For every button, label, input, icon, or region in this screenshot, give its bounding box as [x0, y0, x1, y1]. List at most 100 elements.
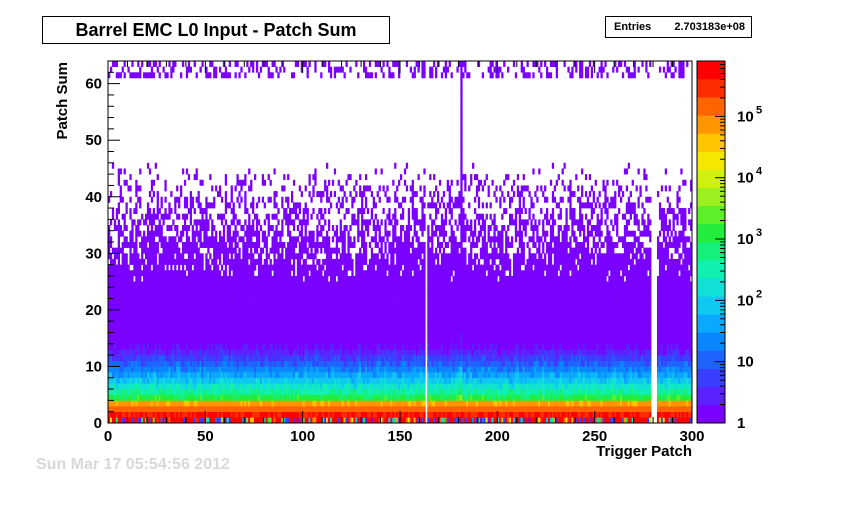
heatmap-cell [189, 400, 193, 407]
heatmap-cell [261, 298, 265, 305]
heatmap-cell [364, 202, 368, 209]
heatmap-cell [281, 264, 284, 271]
heatmap-cell [176, 242, 179, 248]
heatmap-cell [324, 400, 327, 407]
heatmap-cell [290, 366, 294, 373]
heatmap-cell [294, 343, 298, 350]
heatmap-cell [341, 66, 344, 73]
heatmap-cell [199, 394, 202, 401]
heatmap-cell [318, 338, 321, 345]
heatmap-cell [333, 258, 337, 265]
heatmap-cell [363, 304, 366, 311]
heatmap-cell [302, 366, 305, 373]
heatmap-cell [279, 298, 282, 305]
heatmap-cell [353, 406, 356, 412]
heatmap-cell [113, 383, 117, 390]
heatmap-cell [174, 304, 177, 311]
heatmap-cell [353, 400, 356, 407]
heatmap-cell [129, 343, 132, 350]
heatmap-cell [160, 332, 163, 339]
heatmap-cell [327, 287, 331, 294]
heatmap-cell [189, 213, 193, 220]
heatmap-cell [275, 389, 278, 396]
heatmap-cell [115, 309, 119, 316]
heatmap-cell [343, 253, 346, 260]
heatmap-cell [279, 360, 282, 367]
heatmap-cell [261, 304, 265, 311]
heatmap-cell [316, 411, 319, 418]
heatmap-cell [250, 400, 253, 407]
heatmap-cell [326, 185, 329, 192]
heatmap-cell [343, 360, 346, 367]
heatmap-cell [240, 355, 243, 362]
heatmap-cell [250, 338, 253, 345]
heatmap-cell [119, 355, 122, 362]
heatmap-cell [351, 281, 354, 288]
heatmap-cell [304, 219, 307, 226]
heatmap-cell [185, 355, 189, 362]
heatmap-cell [176, 298, 179, 305]
heatmap-cell [298, 349, 302, 356]
heatmap-cell [193, 372, 196, 379]
heatmap-cell [160, 338, 163, 345]
heatmap-cell [306, 411, 309, 418]
heatmap-cell [363, 349, 366, 356]
heatmap-cell [287, 326, 290, 333]
heatmap-cell [131, 72, 134, 79]
heatmap-cell [283, 315, 286, 322]
heatmap-cell [277, 355, 280, 362]
heatmap-cell [121, 66, 124, 73]
heatmap-cell [139, 219, 142, 226]
heatmap-cell [218, 287, 222, 294]
heatmap-cell [312, 383, 315, 390]
heatmap-cell [349, 332, 352, 339]
heatmap-cell [170, 264, 173, 271]
heatmap-cell [144, 298, 148, 305]
heatmap-cell [172, 383, 175, 390]
heatmap-cell [283, 338, 286, 345]
heatmap-cell [203, 400, 206, 407]
heatmap-cell [123, 275, 126, 282]
heatmap-cell [308, 179, 311, 186]
heatmap-cell [361, 298, 364, 305]
heatmap-cell [232, 281, 235, 288]
heatmap-cell [230, 389, 233, 396]
heatmap-cell [267, 366, 270, 373]
heatmap-cell [298, 287, 302, 294]
heatmap-cell [363, 275, 366, 282]
heatmap-cell [222, 400, 226, 407]
heatmap-cell [143, 292, 146, 299]
heatmap-cell [113, 281, 117, 288]
heatmap-cell [320, 281, 323, 288]
heatmap-cell [322, 360, 325, 367]
heatmap-cell [201, 383, 204, 390]
heatmap-cell [351, 406, 354, 412]
heatmap-cell [174, 377, 177, 384]
heatmap-cell [275, 242, 278, 248]
heatmap-cell [287, 292, 290, 299]
heatmap-cell [265, 236, 268, 243]
heatmap-cell [324, 315, 327, 322]
heatmap-cell [296, 264, 300, 271]
heatmap-cell [240, 270, 243, 277]
heatmap-cell [290, 247, 294, 254]
heatmap-cell [273, 264, 276, 271]
heatmap-cell [252, 281, 255, 288]
heatmap-cell [176, 372, 179, 379]
heatmap-cell [347, 208, 350, 215]
heatmap-cell [337, 372, 340, 379]
heatmap-cell [355, 281, 358, 288]
heatmap-cell [156, 389, 159, 396]
heatmap-cell [287, 383, 290, 390]
heatmap-cell [308, 417, 311, 424]
heatmap-cell [285, 326, 288, 333]
heatmap-cell [255, 343, 259, 350]
heatmap-cell [164, 208, 167, 215]
heatmap-cell [146, 236, 150, 243]
heatmap-cell [172, 417, 175, 424]
heatmap-cell [255, 225, 259, 231]
heatmap-cell [308, 236, 311, 243]
heatmap-cell [273, 338, 276, 345]
heatmap-cell [178, 332, 181, 339]
heatmap-cell [141, 315, 144, 322]
